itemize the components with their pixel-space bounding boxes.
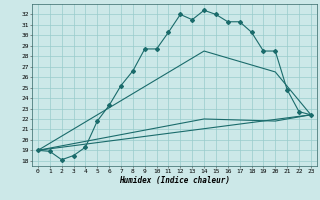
X-axis label: Humidex (Indice chaleur): Humidex (Indice chaleur) bbox=[119, 176, 230, 185]
